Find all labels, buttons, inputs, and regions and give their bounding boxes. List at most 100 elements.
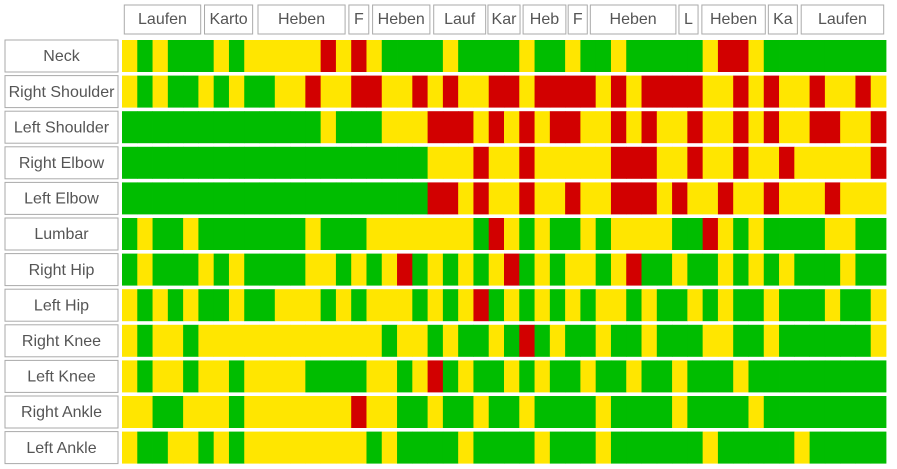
cell	[320, 218, 337, 250]
cell	[198, 360, 215, 393]
cell	[412, 40, 428, 72]
cell	[183, 146, 199, 179]
cell	[198, 253, 215, 286]
cell	[840, 431, 856, 464]
cell	[809, 360, 826, 393]
cell	[717, 360, 734, 393]
cell	[748, 111, 765, 144]
cell	[397, 146, 413, 179]
cell	[565, 75, 581, 108]
cell	[748, 75, 765, 108]
cell	[519, 324, 535, 357]
cell	[565, 146, 581, 179]
cell	[381, 360, 398, 393]
cell	[519, 289, 535, 322]
cell	[855, 75, 872, 108]
row-label: Right Shoulder	[9, 84, 116, 101]
cell	[641, 111, 658, 144]
cell	[672, 146, 688, 179]
cell	[335, 40, 352, 72]
cell	[228, 360, 245, 393]
cell	[656, 146, 673, 179]
activity-box	[589, 4, 677, 35]
cell	[183, 324, 199, 357]
activity-label: Heben	[610, 11, 657, 28]
cell	[290, 431, 306, 464]
cell	[412, 218, 428, 250]
cell	[167, 111, 184, 144]
cell	[504, 111, 520, 144]
cell	[442, 111, 459, 144]
cell	[702, 75, 719, 108]
cell	[167, 253, 184, 286]
cell	[534, 431, 551, 464]
cell	[702, 40, 719, 72]
cell	[320, 182, 337, 215]
cell	[213, 253, 230, 286]
cell	[335, 111, 352, 144]
cell	[458, 75, 474, 108]
cell	[504, 396, 520, 428]
cell	[397, 360, 413, 393]
cell	[626, 324, 642, 357]
cell	[305, 360, 322, 393]
row-label: Right Ankle	[21, 404, 102, 421]
cell	[840, 396, 856, 428]
cell	[565, 324, 581, 357]
row-label: Right Elbow	[19, 155, 105, 172]
cell	[244, 431, 260, 464]
cell	[228, 111, 245, 144]
row-label-box	[4, 395, 119, 429]
cell	[840, 289, 856, 322]
cell	[565, 182, 581, 215]
cell	[702, 360, 719, 393]
cell	[717, 146, 734, 179]
cell	[519, 182, 535, 215]
cell	[549, 396, 566, 428]
cell	[351, 396, 367, 428]
activity-label: F	[573, 11, 583, 28]
cell	[580, 431, 597, 464]
cell	[351, 218, 367, 250]
cell	[366, 431, 383, 464]
cell	[672, 324, 688, 357]
cell	[228, 218, 245, 250]
cell	[717, 218, 734, 250]
cell	[473, 75, 490, 108]
cell	[290, 324, 306, 357]
cell	[748, 324, 765, 357]
cell	[366, 324, 383, 357]
cell	[840, 75, 856, 108]
cell	[610, 396, 627, 428]
cell	[840, 40, 856, 72]
cell	[427, 218, 444, 250]
cell	[167, 360, 184, 393]
cell	[122, 146, 138, 179]
cell	[779, 40, 795, 72]
row-label-box	[4, 75, 119, 109]
cell	[840, 182, 856, 215]
cell	[779, 253, 795, 286]
cell	[488, 111, 505, 144]
cell	[274, 40, 291, 72]
cell	[748, 253, 765, 286]
cell	[733, 40, 749, 72]
cell	[320, 253, 337, 286]
cell	[137, 75, 153, 108]
cell	[656, 218, 673, 250]
cell	[855, 360, 872, 393]
cell	[534, 218, 551, 250]
cell	[549, 75, 566, 108]
activity-label: Lauf	[444, 11, 476, 28]
cell	[580, 111, 597, 144]
cell	[580, 360, 597, 393]
cell	[610, 289, 627, 322]
cell	[488, 75, 505, 108]
activity-box	[522, 4, 567, 35]
cell	[549, 253, 566, 286]
cell	[183, 40, 199, 72]
cell	[626, 396, 642, 428]
activity-box	[348, 4, 370, 35]
cell	[748, 218, 765, 250]
